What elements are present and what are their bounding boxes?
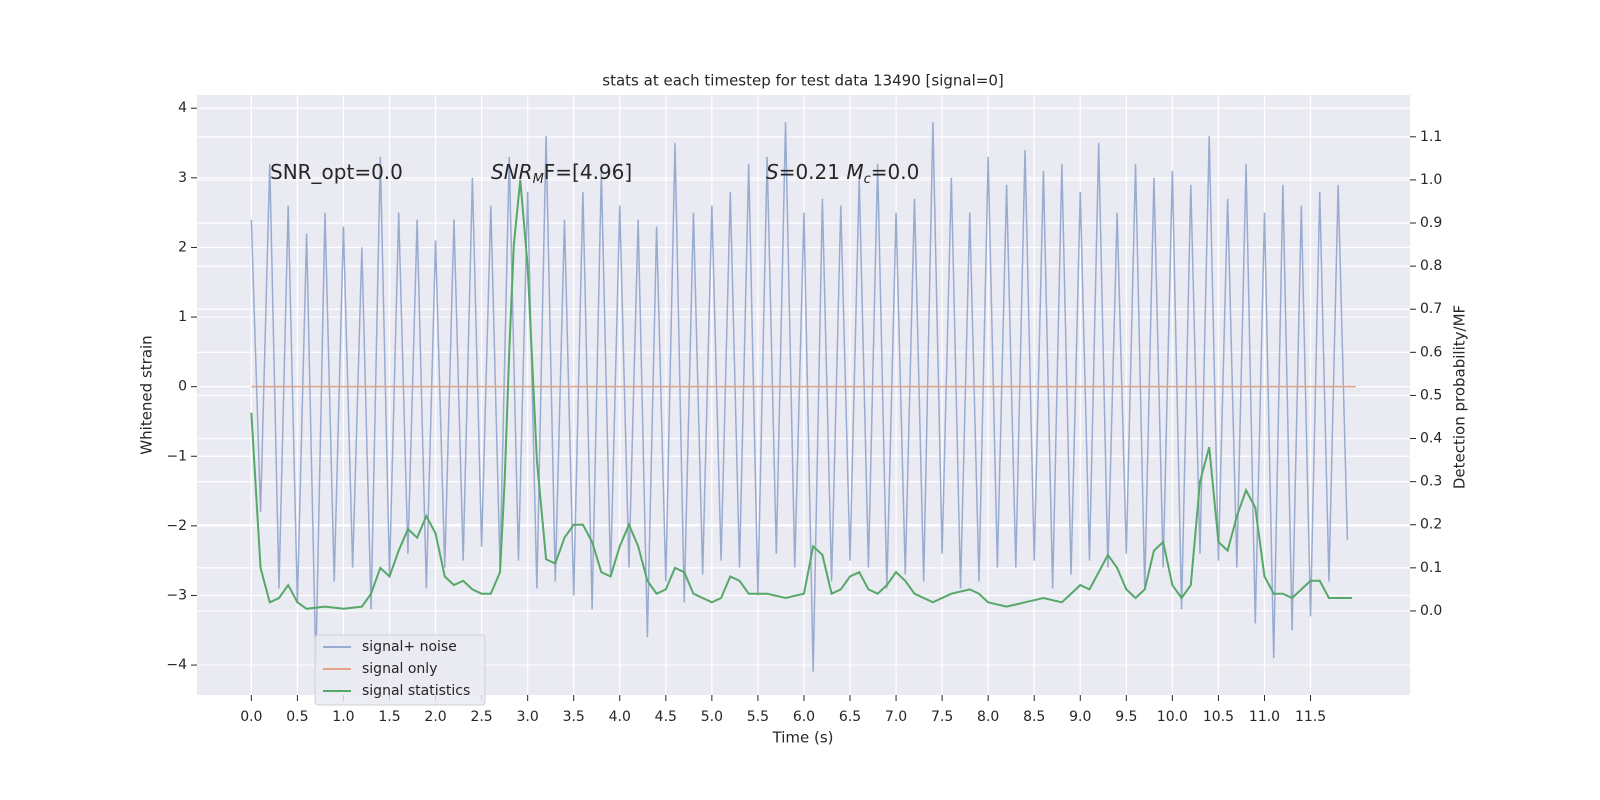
annotation-part: M — [846, 160, 863, 184]
x-tick-label: 5.5 — [747, 709, 769, 725]
x-tick-label: 11.5 — [1295, 709, 1326, 725]
chart-title: stats at each timestep for test data 134… — [602, 72, 1003, 90]
y2-tick-label: 0.5 — [1420, 387, 1442, 403]
x-tick-label: 7.5 — [931, 709, 953, 725]
y-tick-label: −2 — [166, 518, 187, 534]
annotation-part: SNR_opt=0.0 — [270, 160, 403, 184]
y2-tick-label: 0.7 — [1420, 301, 1442, 317]
x-tick-label: 1.5 — [378, 709, 400, 725]
x-tick-label: 9.0 — [1069, 709, 1091, 725]
x-tick-label: 3.5 — [563, 709, 585, 725]
x-tick-label: 9.5 — [1115, 709, 1137, 725]
annotation: S=0.21 Mc=0.0 — [766, 160, 919, 187]
y-tick-label: −3 — [166, 587, 187, 603]
y2-tick-label: 0.4 — [1420, 431, 1442, 447]
annotation-part: SNR — [491, 160, 533, 184]
annotation-part: F=[4.96] — [544, 160, 632, 184]
x-tick-label: 7.0 — [885, 709, 907, 725]
y-tick-label: 2 — [178, 239, 187, 255]
x-tick-label: 8.5 — [1023, 709, 1045, 725]
x-tick-label: 10.5 — [1203, 709, 1234, 725]
y2-tick-label: 0.0 — [1420, 603, 1442, 619]
y-tick-label: 1 — [178, 309, 187, 325]
legend-label: signal+ noise — [362, 639, 457, 655]
x-tick-label: 0.0 — [240, 709, 262, 725]
y2-tick-label: 0.3 — [1420, 474, 1442, 490]
annotation-part: c — [864, 172, 871, 187]
y2-tick-label: 0.9 — [1420, 215, 1442, 231]
annotation-part: =0.21 — [779, 160, 847, 184]
y2-tick-label: 0.8 — [1420, 258, 1442, 274]
y-tick-label: 4 — [178, 100, 187, 116]
annotation: SNR_opt=0.0 — [270, 160, 403, 184]
series-line — [250, 179, 1352, 610]
y2-axis-label: Detection probability/MF — [1451, 305, 1469, 489]
overlay: SNR_opt=0.0 SNRMF=[4.96] S=0.21 Mc=0.0sign… — [270, 160, 919, 706]
annotation-part: =0.0 — [871, 160, 920, 184]
annotation-part: M — [533, 172, 544, 187]
marks — [250, 122, 1356, 673]
x-tick-label: 4.5 — [655, 709, 677, 725]
y-tick-label: 3 — [178, 170, 187, 186]
annotation-part: S — [766, 160, 779, 184]
legend-label: signal only — [362, 661, 437, 677]
x-tick-label: 11.0 — [1249, 709, 1280, 725]
x-tick-label: 6.5 — [839, 709, 861, 725]
y2-tick-label: 0.2 — [1420, 517, 1442, 533]
y2-tick-label: 0.6 — [1420, 344, 1442, 360]
y-axis-label: Whitened strain — [138, 335, 156, 454]
y2-tick-label: 1.1 — [1420, 129, 1442, 145]
x-tick-label: 10.0 — [1157, 709, 1188, 725]
y2-tick-label: 0.1 — [1420, 560, 1442, 576]
x-tick-label: 2.0 — [424, 709, 446, 725]
x-tick-label: 4.0 — [609, 709, 631, 725]
x-tick-label: 1.0 — [332, 709, 354, 725]
annotation: SNRMF=[4.96] — [491, 160, 632, 187]
y-tick-label: −4 — [166, 657, 187, 673]
x-tick-label: 2.5 — [470, 709, 492, 725]
series-line — [250, 122, 1349, 673]
x-tick-label: 6.0 — [793, 709, 815, 725]
x-tick-label: 0.5 — [286, 709, 308, 725]
x-axis-label: Time (s) — [772, 729, 834, 747]
x-tick-label: 5.0 — [701, 709, 723, 725]
y2-tick-label: 1.0 — [1420, 172, 1442, 188]
legend-box — [314, 634, 486, 706]
grid: 0.0 0.5 1.0 1.5 2.0 2.5 3.0 3.5 4.0 4.5 5.0 5.5 6.0 6… — [166, 95, 1442, 725]
x-tick-label: 8.0 — [977, 709, 999, 725]
legend-label: signal statistics — [362, 683, 470, 699]
y-tick-label: 0 — [178, 379, 187, 395]
y-tick-label: −1 — [166, 448, 187, 464]
x-tick-label: 3.0 — [517, 709, 539, 725]
